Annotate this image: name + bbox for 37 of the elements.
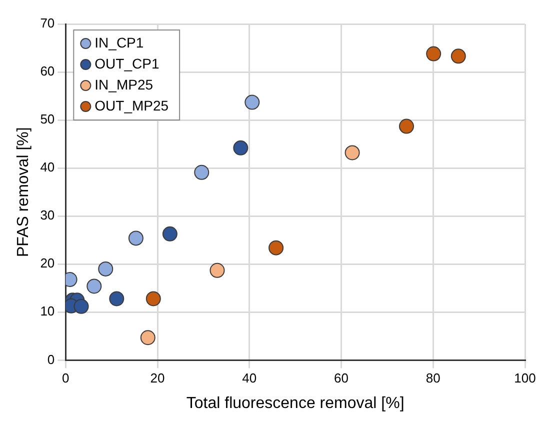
- x-tick-label: 40: [242, 370, 257, 386]
- point: [244, 94, 260, 110]
- point: [140, 330, 156, 346]
- y-tick-label: 70: [40, 16, 55, 31]
- x-tick-label: 60: [334, 370, 348, 386]
- point: [450, 48, 466, 64]
- point: [162, 226, 178, 242]
- point: [268, 240, 284, 256]
- point: [344, 145, 360, 160]
- point: [398, 118, 414, 134]
- y-tick-label: 0: [47, 352, 55, 367]
- y-tick-label: 50: [40, 112, 55, 127]
- y-tick-label: 30: [40, 208, 55, 223]
- point: [426, 46, 442, 62]
- y-tick-label: 10: [40, 304, 55, 319]
- y-tick-label: 60: [40, 64, 55, 79]
- legend-label: IN_CP1: [94, 34, 144, 50]
- point: [194, 164, 210, 180]
- legend-label: OUT_CP1: [94, 55, 160, 72]
- legend-label: OUT_MP25: [94, 97, 169, 114]
- legend-label: IN_MP25: [94, 76, 154, 92]
- x-axis-title: Total fluorescence removal [%]: [186, 394, 404, 412]
- x-tick-label: 20: [150, 370, 165, 386]
- y-axis-title: PFAS removal [%]: [15, 127, 32, 258]
- point: [109, 291, 124, 306]
- point: [128, 230, 144, 246]
- x-tick-label: 100: [514, 370, 536, 386]
- point: [210, 262, 225, 278]
- x-tick-label: 80: [426, 370, 440, 386]
- y-tick-label: 20: [40, 256, 55, 271]
- point: [86, 278, 102, 294]
- point: [233, 140, 248, 156]
- x-tick-label: 0: [62, 370, 70, 386]
- point: [98, 261, 114, 276]
- y-tick-label: 40: [40, 160, 55, 175]
- point: [146, 291, 161, 306]
- point: [74, 298, 89, 314]
